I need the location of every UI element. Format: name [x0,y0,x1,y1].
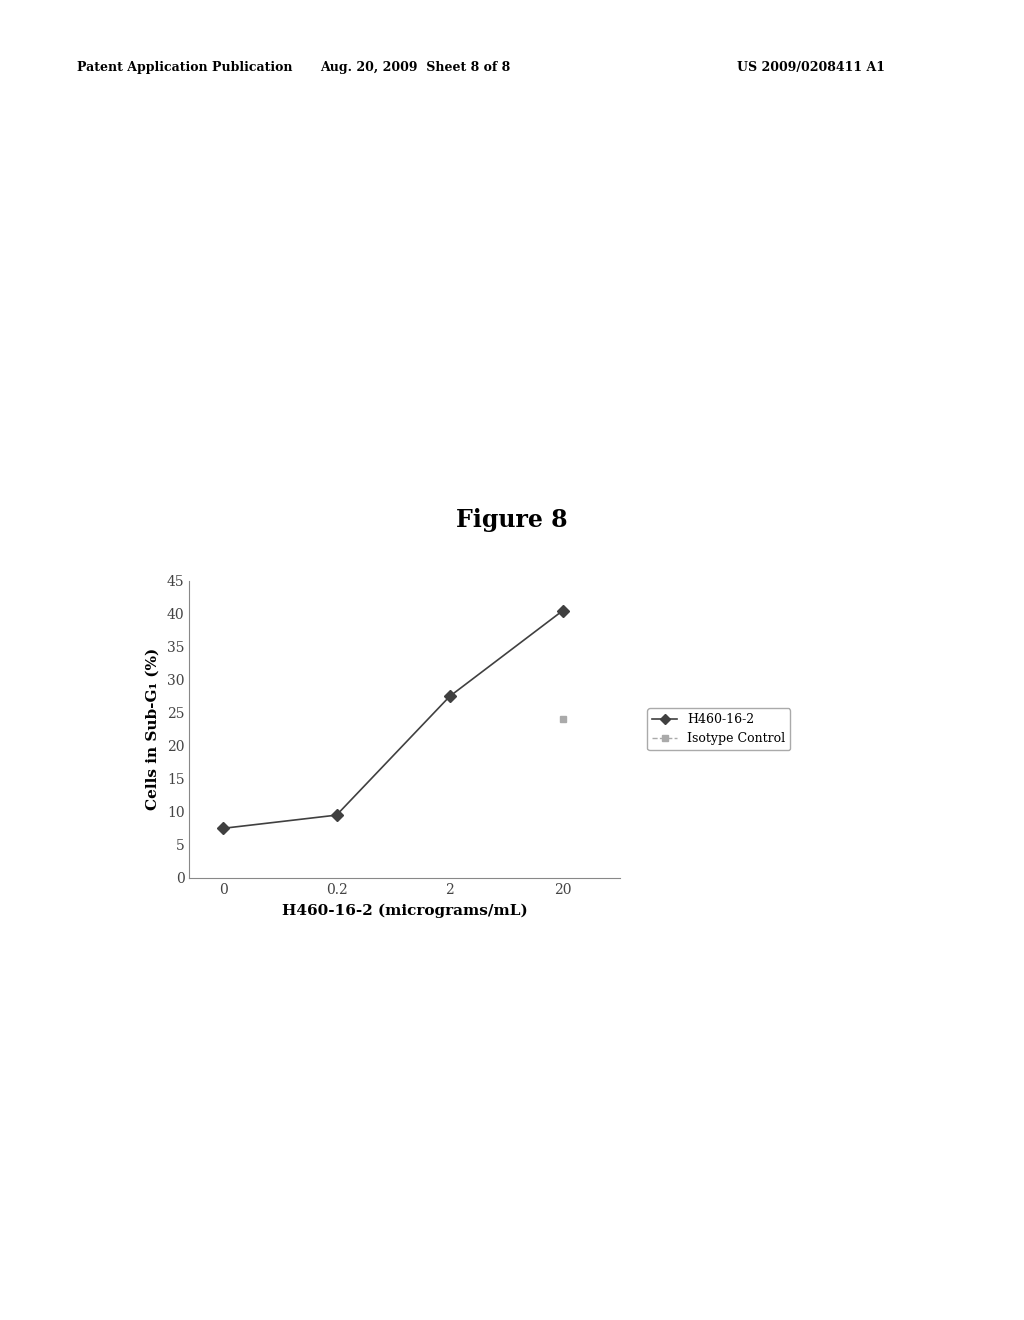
Text: Figure 8: Figure 8 [456,508,568,532]
Text: Patent Application Publication: Patent Application Publication [77,61,292,74]
Text: US 2009/0208411 A1: US 2009/0208411 A1 [737,61,886,74]
Legend: H460-16-2, Isotype Control: H460-16-2, Isotype Control [647,708,791,751]
X-axis label: H460-16-2 (micrograms/mL): H460-16-2 (micrograms/mL) [282,904,527,917]
Text: Aug. 20, 2009  Sheet 8 of 8: Aug. 20, 2009 Sheet 8 of 8 [319,61,510,74]
Y-axis label: Cells in Sub-G₁ (%): Cells in Sub-G₁ (%) [146,648,160,810]
